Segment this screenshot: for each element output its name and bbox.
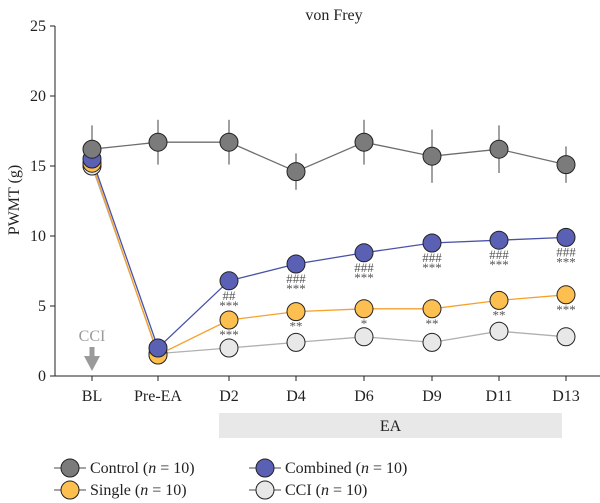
- data-point-control: [422, 146, 442, 166]
- legend-label: Control (n = 10): [90, 460, 195, 477]
- data-point-cci: [219, 338, 239, 358]
- significance-label: ###: [422, 250, 442, 265]
- significance-label: ***: [219, 327, 239, 342]
- significance-label: **: [290, 319, 303, 334]
- y-tick-label: 5: [38, 298, 46, 315]
- ea-label: EA: [380, 418, 402, 435]
- data-point-control: [489, 139, 509, 159]
- legend-label: Combined (n = 10): [285, 460, 407, 477]
- cci-arrow-shaft: [89, 347, 95, 357]
- data-point-cci: [354, 327, 374, 347]
- data-point-single: [556, 285, 576, 305]
- data-point-single: [286, 302, 306, 322]
- significance-label: ###: [556, 244, 576, 259]
- data-point-control: [556, 155, 576, 175]
- ea-period-bar: EA: [219, 413, 562, 438]
- significance-label: ***: [354, 270, 374, 285]
- y-tick-label: 20: [30, 88, 46, 105]
- data-point-control: [148, 132, 168, 152]
- x-tick-label: D9: [422, 388, 442, 405]
- data-point-combined: [422, 233, 442, 253]
- data-point-cci: [489, 321, 509, 341]
- data-point-cci: [422, 332, 442, 352]
- legend-item-cci: CCI (n = 10): [249, 480, 367, 500]
- y-tick-label: 15: [30, 158, 46, 175]
- data-point-combined: [556, 227, 576, 247]
- legend-marker: [60, 480, 80, 500]
- significance-label: **: [426, 316, 439, 331]
- x-tick-label: D2: [219, 388, 239, 405]
- data-point-control: [354, 132, 374, 152]
- legend: Control (n = 10) Combined (n = 10) Single …: [54, 458, 407, 500]
- series-line-control: [91, 141, 567, 173]
- legend-label: Single (n = 10): [90, 482, 187, 499]
- data-point-single: [354, 299, 374, 319]
- significance-label: ##: [223, 288, 237, 303]
- y-tick-label: 0: [38, 368, 46, 385]
- significance-label: ***: [556, 254, 576, 269]
- legend-item-combined: Combined (n = 10): [249, 458, 407, 478]
- data-point-combined: [489, 230, 509, 250]
- x-tick-label: Pre-EA: [134, 388, 182, 405]
- y-axis-label: PWMT (g): [6, 165, 23, 235]
- ea-bar-rect: [219, 413, 562, 438]
- data-point-single: [422, 299, 442, 319]
- significance-label: ***: [556, 302, 576, 317]
- cci-label: CCI: [79, 328, 106, 345]
- cci-arrow-head: [84, 356, 100, 371]
- legend-item-control: Control (n = 10): [54, 458, 195, 478]
- legend-item-single: Single (n = 10): [54, 480, 187, 500]
- x-tick-label: D13: [552, 388, 580, 405]
- significance-label: ***: [219, 298, 239, 313]
- significance-label: **: [493, 307, 506, 322]
- x-tick-label: D6: [354, 388, 374, 405]
- series-line-combined: [91, 158, 567, 350]
- data-point-combined: [148, 338, 168, 358]
- significance-label: ***: [422, 260, 442, 275]
- chart-title: von Frey: [305, 7, 362, 24]
- series-line-single: [91, 162, 567, 356]
- y-tick-label: 10: [30, 228, 46, 245]
- data-point-combined: [354, 243, 374, 263]
- cci-marker: CCI: [79, 328, 106, 371]
- y-tick-label: 25: [30, 18, 46, 35]
- data-point-single: [489, 290, 509, 310]
- legend-marker: [255, 458, 275, 478]
- legend-label: CCI (n = 10): [285, 482, 367, 499]
- significance-label: ***: [286, 281, 306, 296]
- significance-label: *: [361, 316, 368, 331]
- legend-marker: [60, 458, 80, 478]
- data-point-cci: [286, 332, 306, 352]
- data-point-control: [82, 139, 102, 159]
- x-tick-label: D11: [486, 388, 513, 405]
- significance-marks: ##******###*****###****###*****###*****#…: [219, 244, 576, 342]
- x-tick-label: D4: [286, 388, 306, 405]
- data-point-control: [286, 162, 306, 182]
- significance-label: ###: [354, 260, 374, 275]
- data-point-combined: [286, 254, 306, 274]
- significance-label: ***: [489, 257, 509, 272]
- data-point-single: [219, 310, 239, 330]
- data-points: [82, 132, 576, 365]
- axes: 0 5 10 15 20 25 BL Pre-EA D2 D4 D6 D9 D11 D13: [30, 18, 600, 405]
- legend-marker: [255, 480, 275, 500]
- series-lines: [91, 141, 567, 356]
- data-point-cci: [556, 327, 576, 347]
- series-line-cci: [91, 165, 567, 355]
- data-point-combined: [219, 271, 239, 291]
- data-point-control: [219, 132, 239, 152]
- significance-label: ###: [489, 247, 509, 262]
- x-tick-label: BL: [82, 388, 102, 405]
- significance-label: ###: [286, 271, 306, 286]
